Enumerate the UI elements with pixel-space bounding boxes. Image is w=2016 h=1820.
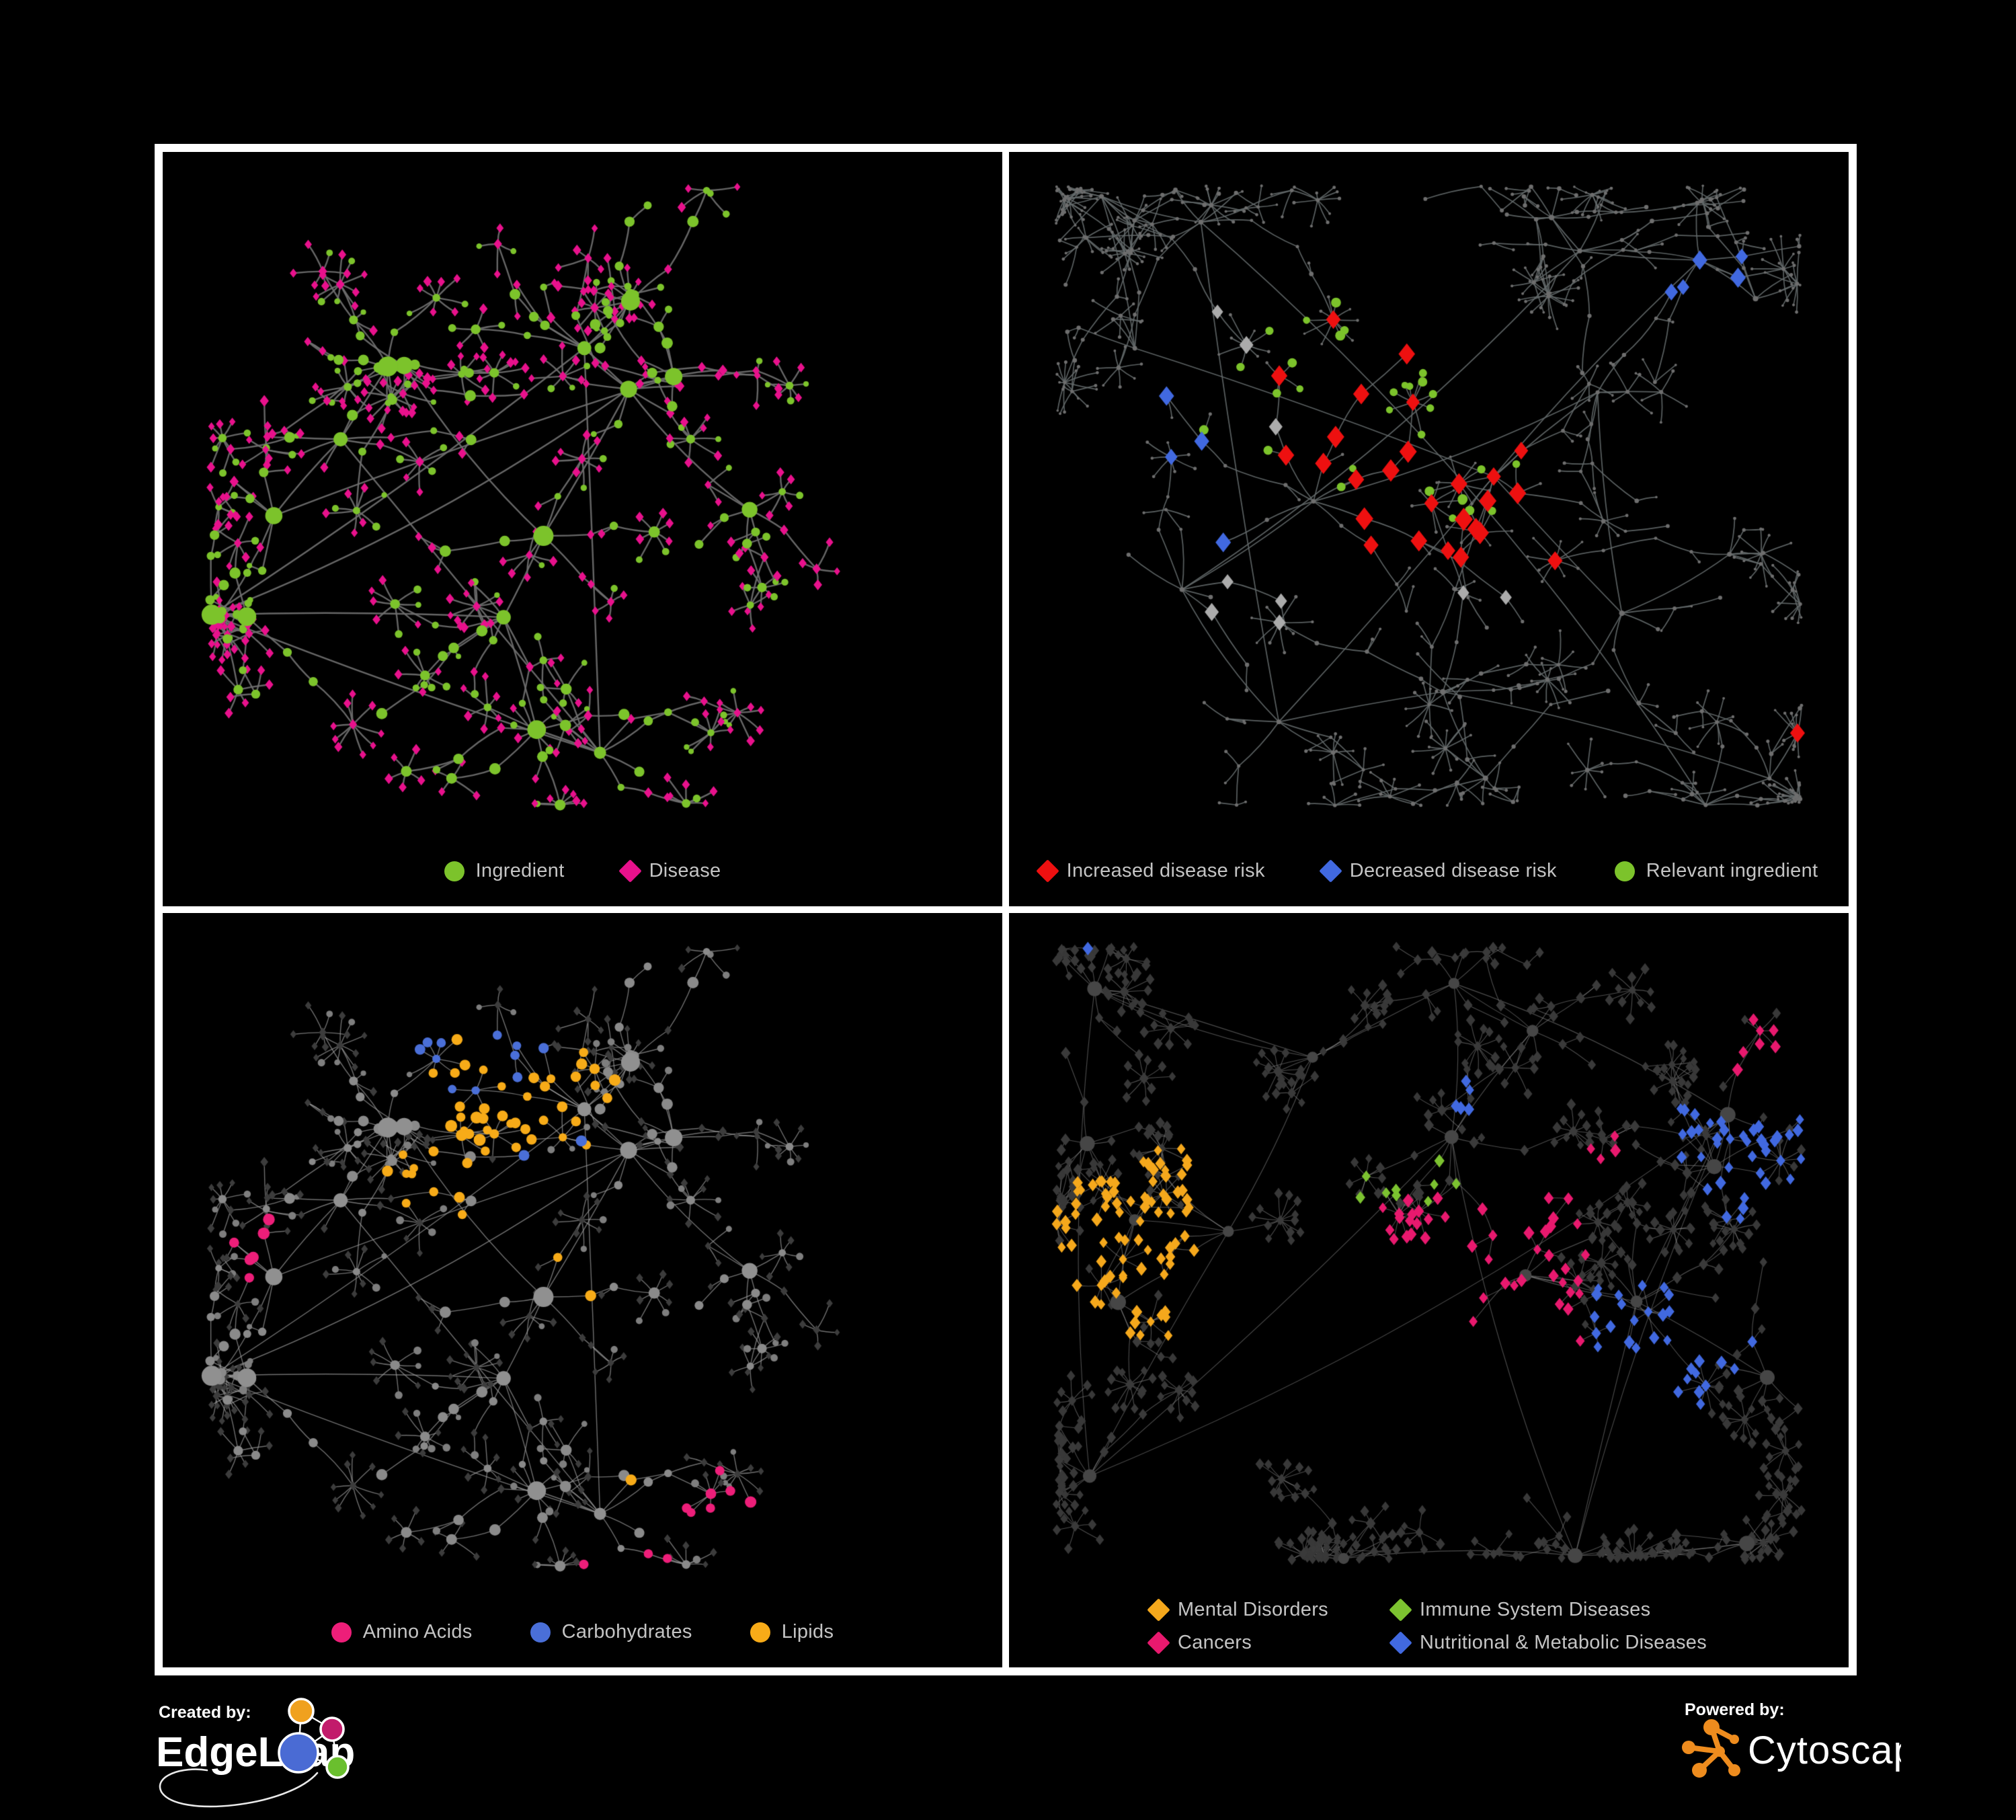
legend-label: Carbohydrates <box>561 1621 692 1643</box>
legend-item-cancers: Cancers <box>1147 1631 1252 1655</box>
legend-item-relevant-ingredient: Relevant ingredient <box>1614 860 1818 882</box>
diamond-swatch-icon <box>1319 859 1342 883</box>
legend-label: Immune System Diseases <box>1419 1599 1651 1620</box>
diamond-swatch-icon <box>618 859 642 883</box>
legend-label: Increased disease risk <box>1066 860 1265 881</box>
edgeleap-node-green <box>325 1755 350 1779</box>
legend-item-amino-acids: Amino Acids <box>331 1621 473 1643</box>
diamond-swatch-icon <box>1389 1598 1412 1622</box>
legend-ingredient-disease: Ingredient Disease <box>163 859 1002 883</box>
network-canvas-disease-categories <box>1009 913 1849 1667</box>
legend-nutrient-classes: Amino Acids Carbohydrates Lipids <box>163 1621 1002 1643</box>
edgeleap-node-blue <box>278 1732 319 1774</box>
edgeleap-network-icon <box>278 1698 350 1779</box>
diamond-swatch-icon <box>1035 859 1059 883</box>
legend-label: Disease <box>649 860 721 881</box>
legend-item-increased-disease-risk: Increased disease risk <box>1035 859 1265 883</box>
edgeleap-node-pink <box>319 1716 345 1742</box>
panel-disease-risk: Increased disease risk Decreased disease … <box>1009 152 1849 906</box>
legend-item-decreased-disease-risk: Decreased disease risk <box>1319 859 1557 883</box>
legend-item-carbohydrates: Carbohydrates <box>530 1621 692 1643</box>
legend-disease-categories: Mental Disorders Immune System Diseases Ca… <box>1009 1598 1849 1655</box>
legend-label: Mental Disorders <box>1177 1599 1328 1620</box>
circle-swatch-icon <box>444 861 465 881</box>
panel-grid: Ingredient Disease Increased disease risk… <box>155 144 1857 1675</box>
legend-item-ingredient: Ingredient <box>444 860 565 882</box>
legend-label: Ingredient <box>475 860 565 881</box>
panel-disease-categories: Mental Disorders Immune System Diseases Ca… <box>1009 913 1849 1667</box>
diamond-swatch-icon <box>1389 1631 1412 1655</box>
circle-swatch-icon <box>1614 861 1635 881</box>
legend-label: Decreased disease risk <box>1349 860 1557 881</box>
edgeleap-credit: Created by: EdgeLeap <box>151 1691 393 1815</box>
legend-label: Lipids <box>781 1621 834 1643</box>
circle-swatch-icon <box>750 1622 770 1643</box>
diamond-swatch-icon <box>1147 1631 1170 1655</box>
edgeleap-logo: Created by: EdgeLeap <box>156 1698 355 1808</box>
panel-nutrient-classes: Amino Acids Carbohydrates Lipids <box>163 913 1002 1667</box>
created-by-label: Created by: <box>159 1703 251 1722</box>
legend-item-immune-system-diseases: Immune System Diseases <box>1389 1598 1651 1622</box>
network-canvas-ingredient-disease <box>163 152 1002 906</box>
edgeleap-swoosh <box>159 1768 319 1808</box>
legend-item-disease: Disease <box>618 859 721 883</box>
powered-by-label: Powered by: <box>1685 1700 1785 1719</box>
network-canvas-nutrient-classes <box>163 913 1002 1667</box>
cytoscape-credit: Powered by: Cytoscape <box>1672 1691 1901 1785</box>
legend-label: Cancers <box>1177 1632 1252 1653</box>
circle-swatch-icon <box>331 1622 352 1643</box>
legend-item-nutritional-metabolic-diseases: Nutritional & Metabolic Diseases <box>1389 1631 1707 1655</box>
diamond-swatch-icon <box>1147 1598 1170 1622</box>
circle-swatch-icon <box>530 1622 551 1643</box>
legend-label: Nutritional & Metabolic Diseases <box>1419 1632 1707 1653</box>
legend-item-lipids: Lipids <box>750 1621 834 1643</box>
edgeleap-node-orange <box>288 1698 315 1725</box>
legend-label: Relevant ingredient <box>1646 860 1818 881</box>
panel-ingredient-disease: Ingredient Disease <box>163 152 1002 906</box>
legend-item-mental-disorders: Mental Disorders <box>1147 1598 1328 1622</box>
legend-disease-risk: Increased disease risk Decreased disease … <box>1009 859 1849 883</box>
cytoscape-logo: Powered by: Cytoscape <box>1682 1700 1901 1778</box>
network-canvas-disease-risk <box>1009 152 1849 906</box>
cytoscape-brand-text: Cytoscape <box>1748 1729 1901 1772</box>
cytoscape-icon-nodes <box>1682 1719 1740 1778</box>
legend-label: Amino Acids <box>362 1621 473 1643</box>
